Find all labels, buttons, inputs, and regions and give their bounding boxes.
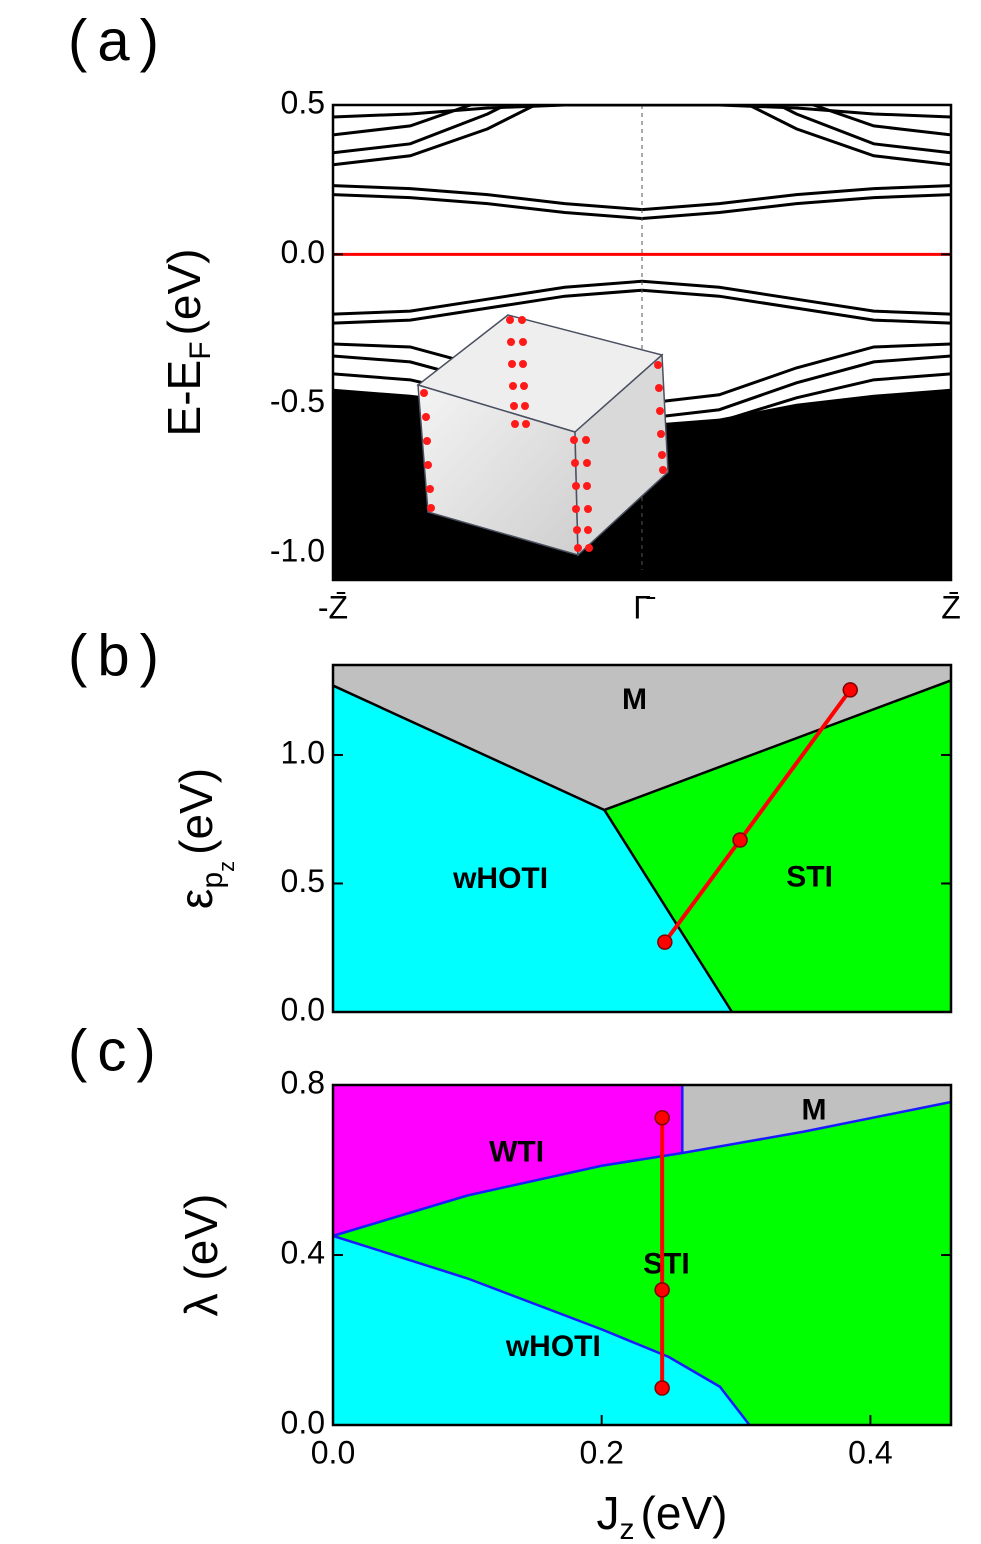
x-tick-label: 0.4: [848, 1434, 892, 1470]
x-axis-label: Jz(eV): [597, 1487, 728, 1544]
path-point: [843, 683, 857, 697]
y-tick-label: 0.4: [281, 1234, 325, 1270]
y-axis-label-part: (eV): [170, 768, 222, 855]
y-axis-label-part: F: [184, 341, 217, 359]
y-tick-label: 0.0: [281, 234, 325, 270]
x-axis-label-part: J: [597, 1487, 620, 1539]
y-axis-label-part: p: [196, 872, 229, 889]
x-axis-label-part: z: [620, 1513, 635, 1544]
figure: MwHOTI STI WTI M STI wHOTI 0.5 0.0 -0.5 -1.0 -Z̄ Γ…: [0, 0, 981, 1544]
y-tick-label: -1.0: [270, 533, 325, 569]
region-label: M: [801, 1093, 826, 1126]
path-point: [655, 1381, 669, 1395]
path-point: [655, 1111, 669, 1125]
x-axis-label-part: (eV): [641, 1487, 728, 1539]
y-axis-label-part: ε: [170, 889, 222, 910]
panel-label: (a): [68, 8, 169, 73]
y-tick-label: 0.8: [281, 1064, 325, 1100]
path-point: [655, 1283, 669, 1297]
region-label: WTI: [489, 1135, 544, 1168]
x-tick-label: -Z̄: [318, 589, 348, 625]
x-tick-label: 0.2: [579, 1434, 623, 1470]
region-label: wHOTI: [505, 1330, 601, 1363]
region-label: wHOTI: [452, 862, 548, 895]
x-tick-label: Z̄: [941, 589, 961, 625]
y-axis-label-part: λ (eV): [175, 1194, 227, 1317]
panel-label: (b): [68, 623, 169, 688]
region-label: STI: [786, 861, 833, 894]
y-axis-label-part: z: [214, 861, 239, 872]
region-label: STI: [643, 1247, 690, 1280]
y-tick-label: 1.0: [281, 734, 325, 770]
region-label: M: [622, 683, 647, 716]
y-tick-label: 0.5: [281, 84, 325, 120]
x-tick-label: 0.0: [311, 1434, 355, 1470]
x-tick-label: Γ̄: [633, 589, 656, 625]
band: [333, 195, 951, 219]
y-axis-label: E-EF (eV): [158, 249, 217, 437]
panel-label: (c): [68, 1018, 166, 1083]
y-axis-label: εpz (eV): [170, 768, 239, 909]
y-axis-label-part: (eV): [158, 249, 210, 336]
y-axis-label: λ (eV): [175, 1194, 227, 1317]
y-axis-label-part: E-E: [158, 360, 210, 437]
path-point: [733, 833, 747, 847]
y-tick-label: -0.5: [270, 383, 325, 419]
plot-area: [333, 45, 951, 580]
y-tick-label: 0.0: [281, 991, 325, 1027]
y-tick-label: 0.5: [281, 863, 325, 899]
path-point: [658, 935, 672, 949]
